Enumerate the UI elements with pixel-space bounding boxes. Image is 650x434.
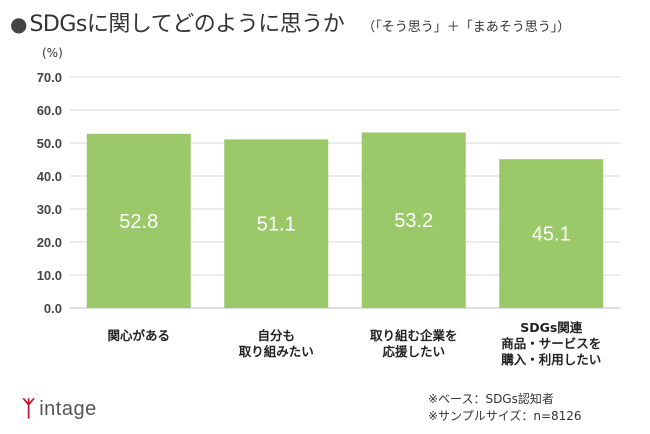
y-axis-unit: (%): [42, 46, 63, 60]
chart-title: ● SDGsに関してどのように思うか （「そう思う」＋「まあそう思う」）: [10, 6, 570, 38]
category-label: 関心がある: [107, 328, 170, 343]
y-tick-label: 10.0: [37, 268, 62, 283]
bar-value-label: 52.8: [119, 211, 158, 233]
logo-text: intage: [39, 398, 97, 420]
bar-value-label: 51.1: [257, 214, 296, 236]
title-subtitle: （「そう思う」＋「まあそう思う」）: [362, 20, 571, 35]
bar-value-label: 53.2: [394, 210, 433, 232]
y-tick-label: 0.0: [44, 301, 62, 316]
bar: [224, 139, 329, 308]
y-tick-label: 70.0: [37, 70, 62, 85]
category-label: 自分も: [257, 328, 295, 343]
y-tick-label: 20.0: [37, 235, 62, 250]
category-label: 取り組む企業を: [370, 328, 458, 343]
bar: [361, 132, 466, 308]
logo-mark-icon: ᛉ: [22, 396, 36, 422]
footnote-base: ※ベース：SDGs認知者: [428, 392, 554, 406]
y-tick-label: 40.0: [37, 169, 62, 184]
bar-value-label: 45.1: [532, 224, 571, 246]
footnote-sample-size: ※サンプルサイズ：n=8126: [428, 409, 582, 423]
category-label: 購入・利用したい: [500, 352, 601, 367]
category-label: 商品・サービスを: [501, 336, 601, 351]
y-tick-label: 60.0: [37, 103, 62, 118]
footnotes: ※ベース：SDGs認知者 ※サンプルサイズ：n=8126: [428, 391, 582, 425]
y-tick-label: 30.0: [37, 202, 62, 217]
title-main: SDGsに関してどのように思うか: [29, 12, 345, 37]
category-label: SDGs関連: [520, 320, 583, 335]
title-bullet: ●: [10, 12, 28, 36]
category-label: 応援したい: [382, 344, 445, 359]
category-label: 取り組みたい: [239, 344, 314, 359]
y-tick-label: 50.0: [37, 136, 62, 151]
intage-logo: ᛉ intage: [22, 398, 97, 421]
bar: [499, 159, 604, 308]
bar: [86, 133, 191, 308]
